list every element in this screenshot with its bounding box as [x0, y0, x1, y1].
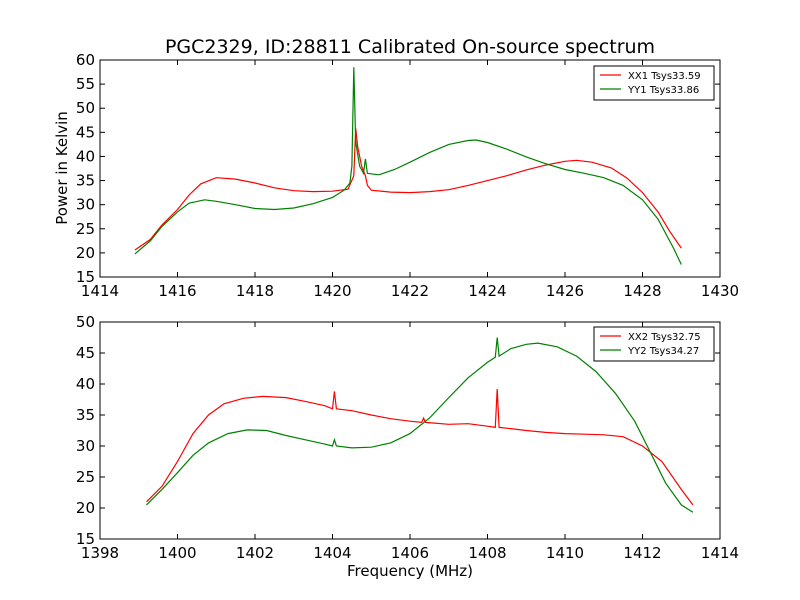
legend-box: [593, 326, 715, 362]
y-tick-label: 45: [76, 344, 95, 362]
y-tick-label: 30: [76, 437, 95, 455]
x-tick-label: 1400: [158, 544, 196, 562]
y-tick-label: 25: [76, 468, 95, 486]
x-tick-label: 1422: [391, 282, 429, 300]
legend-label: YY1 Tsys33.86: [627, 85, 699, 96]
x-tick-label: 1414: [81, 282, 119, 300]
x-tick-label: 1404: [313, 544, 351, 562]
y-tick-label: 50: [76, 313, 95, 331]
y-tick-label: 45: [76, 123, 95, 141]
x-tick-label: 1416: [158, 282, 196, 300]
legend: XX1 Tsys33.59 YY1 Tsys33.86: [593, 65, 715, 101]
y-tick-label: 15: [76, 530, 95, 548]
y-tick-label: 40: [76, 375, 95, 393]
y-tick-label: 35: [76, 406, 95, 424]
x-tick-label: 1398: [81, 544, 119, 562]
y-tick-label: 40: [76, 147, 95, 165]
x-axis-label: Frequency (MHz): [347, 562, 473, 580]
legend-label: YY2 Tsys34.27: [627, 346, 699, 357]
y-tick-label: 20: [76, 499, 95, 517]
y-tick-label: 55: [76, 75, 95, 93]
y-tick-label: 15: [76, 268, 95, 286]
x-tick-label: 1410: [546, 544, 584, 562]
figure-title: PGC2329, ID:28811 Calibrated On-source s…: [165, 36, 655, 58]
x-tick-label: 1424: [468, 282, 506, 300]
series-line-xx-panel-1: [134, 128, 682, 251]
y-tick-label: 25: [76, 220, 95, 238]
bottom-panel: 1398 1400 1402 1404 1406 1408 1410 1412 1414 15 20…: [76, 313, 739, 562]
x-tick-label: 1418: [236, 282, 274, 300]
x-tick-label: 1420: [313, 282, 351, 300]
y-tick-label: 50: [76, 99, 95, 117]
legend: XX2 Tsys32.75 YY2 Tsys34.27: [593, 326, 715, 362]
y-tick-label: 20: [76, 244, 95, 262]
y-tick-label: 30: [76, 196, 95, 214]
legend-label: XX1 Tsys33.59: [628, 71, 701, 82]
legend-box: [593, 65, 715, 101]
y-axis-label: Power in Kelvin: [53, 111, 71, 225]
x-tick-label: 1430: [701, 282, 739, 300]
x-tick-label: 1412: [623, 544, 661, 562]
top-panel: 1414 1416 1418 1420 1422 1424 1426 1428 1430 15 20…: [76, 51, 739, 300]
x-tick-label: 1408: [468, 544, 506, 562]
series-line-yy-panel-2: [146, 337, 694, 513]
x-tick-label: 1428: [623, 282, 661, 300]
x-tick-label: 1406: [391, 544, 429, 562]
series-line-xx-panel-2: [146, 388, 694, 506]
x-tick-label: 1414: [701, 544, 739, 562]
x-tick-label: 1402: [236, 544, 274, 562]
legend-label: XX2 Tsys32.75: [628, 332, 701, 343]
y-tick-label: 35: [76, 172, 95, 190]
y-tick-label: 60: [76, 51, 95, 69]
x-tick-label: 1426: [546, 282, 584, 300]
series-line-yy-panel-1: [134, 67, 682, 265]
